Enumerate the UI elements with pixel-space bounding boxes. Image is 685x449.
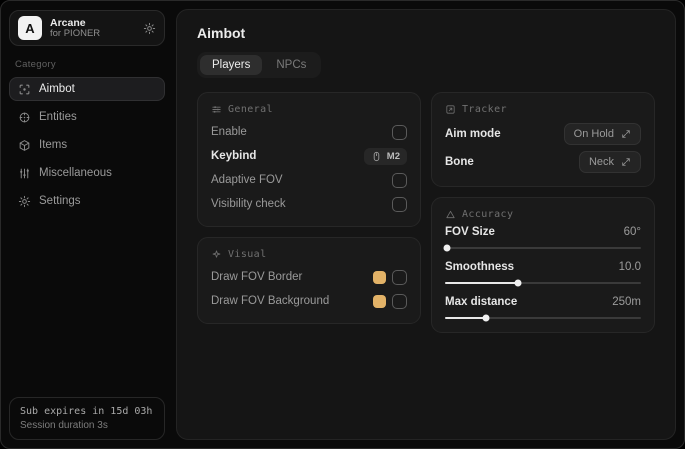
sidebar-item-label: Miscellaneous [39, 167, 112, 179]
slider-thumb[interactable] [443, 244, 451, 252]
general-card: General Enable Keybind M2 [197, 92, 421, 227]
sliders-icon [211, 104, 222, 115]
card-title: Accuracy [462, 209, 514, 220]
adaptive-fov-row: Adaptive FOV [211, 169, 407, 191]
visual-card: Visual Draw FOV Border Draw FOV Backgrou… [197, 237, 421, 324]
main-panel: Aimbot Players NPCs [176, 9, 676, 440]
sidebar-item-settings[interactable]: Settings [9, 189, 165, 213]
keybind-row: Keybind M2 [211, 145, 407, 167]
max-distance-row: Max distance 250m [445, 296, 641, 322]
cube-icon [18, 139, 31, 152]
slider-thumb[interactable] [482, 314, 490, 322]
tab-npcs[interactable]: NPCs [276, 59, 307, 71]
smoothness-value: 10.0 [618, 261, 641, 273]
sidebar-item-items[interactable]: Items [9, 133, 165, 157]
app-subtitle: for PIONER [50, 27, 101, 39]
mouse-icon [373, 151, 380, 161]
draw-fov-background-row: Draw FOV Background [211, 290, 407, 312]
sparkle-icon [211, 249, 222, 260]
gear-icon [18, 195, 31, 208]
fov-size-row: FOV Size 60° [443, 226, 641, 252]
gear-icon[interactable] [143, 22, 156, 35]
tracker-card: Tracker Aim mode On Hold Bone [431, 92, 655, 187]
fov-background-color-swatch[interactable] [373, 294, 386, 308]
smoothness-row: Smoothness 10.0 [445, 261, 641, 287]
draw-fov-background-checkbox[interactable] [392, 293, 407, 309]
bone-row: Bone Neck [445, 149, 641, 175]
enable-row: Enable [211, 121, 407, 143]
max-distance-slider[interactable] [445, 314, 641, 322]
tab-group: Players NPCs [197, 52, 322, 78]
sub-expiry-text: Sub expires in 15d 03h [20, 406, 153, 417]
sidebar-item-label: Items [39, 139, 68, 151]
expand-icon [622, 130, 630, 138]
sidebar-item-aimbot[interactable]: Aimbot [9, 77, 165, 101]
sidebar-item-label: Aimbot [39, 83, 75, 95]
visibility-check-row: Visibility check [211, 193, 407, 215]
app-name: Arcane [50, 16, 86, 29]
fov-size-slider[interactable] [443, 244, 641, 252]
app-logo: A [18, 16, 42, 40]
page-title: Aimbot [197, 25, 246, 41]
card-title: Visual [228, 249, 267, 260]
accuracy-card: Accuracy FOV Size 60° [431, 197, 655, 333]
sidebar: A Arcane for PIONER Category [1, 1, 173, 448]
draw-fov-border-checkbox[interactable] [392, 269, 407, 285]
category-label: Category [15, 59, 56, 70]
aim-mode-value: On Hold [573, 128, 614, 140]
aim-mode-dropdown[interactable]: On Hold [563, 123, 641, 145]
card-title: Tracker [462, 104, 507, 115]
visibility-check-checkbox[interactable] [392, 196, 407, 212]
fov-size-value: 60° [623, 226, 641, 238]
max-distance-value: 250m [612, 296, 641, 308]
tab-players[interactable]: Players [200, 55, 263, 75]
radar-icon [18, 111, 31, 124]
expand-icon [622, 158, 630, 166]
bone-dropdown[interactable]: Neck [578, 151, 641, 173]
card-title: General [228, 104, 273, 115]
tracker-icon [445, 104, 456, 115]
bone-value: Neck [588, 156, 614, 168]
adaptive-fov-checkbox[interactable] [392, 172, 407, 188]
keybind-badge[interactable]: M2 [363, 147, 407, 165]
slider-thumb[interactable] [514, 279, 522, 287]
crosshair-icon [18, 83, 31, 96]
aim-mode-row: Aim mode On Hold [445, 121, 641, 147]
session-duration-text: Session duration 3s [20, 420, 108, 431]
sidebar-item-entities[interactable]: Entities [9, 105, 165, 129]
sidebar-item-miscellaneous[interactable]: Miscellaneous [9, 161, 165, 185]
triangle-icon [445, 209, 456, 220]
sidebar-item-label: Entities [39, 111, 77, 123]
sidebar-item-label: Settings [39, 195, 81, 207]
sliders-vertical-icon [18, 167, 31, 180]
enable-checkbox[interactable] [392, 124, 407, 140]
keybind-value: M2 [386, 150, 400, 162]
sidebar-nav: Aimbot Entities [9, 77, 165, 213]
subscription-info: Sub expires in 15d 03h Session duration … [9, 397, 165, 440]
smoothness-slider[interactable] [445, 279, 641, 287]
fov-border-color-swatch[interactable] [373, 270, 386, 284]
draw-fov-border-row: Draw FOV Border [211, 266, 407, 288]
brand-card: A Arcane for PIONER [9, 10, 165, 46]
